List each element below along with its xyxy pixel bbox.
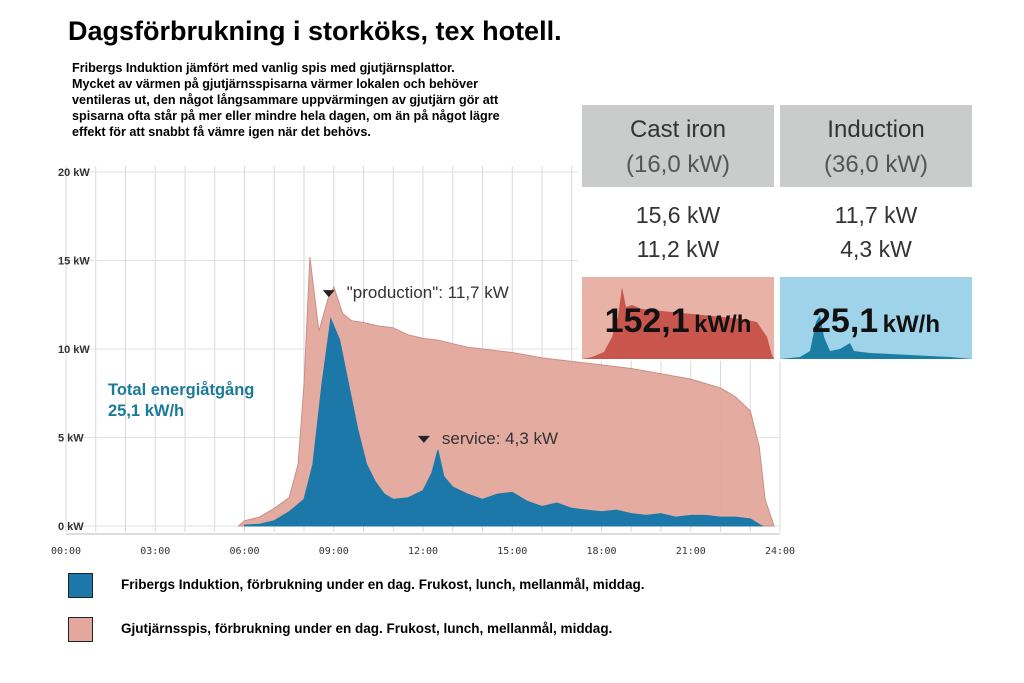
comparison-table: Cast iron (16,0 kW) Induction (36,0 kW) … (578, 105, 976, 361)
cast-iron-mini-chart (582, 277, 774, 359)
induction-header: Induction (36,0 kW) (780, 105, 972, 187)
x-tick-label: 06:00 (229, 546, 259, 557)
intro-line: spisarna ofta står på mer eller mindre h… (72, 109, 500, 123)
total-energy-label: Total energiåtgång 25,1 kW/h (108, 380, 254, 422)
induction-total-unit: kW/h (882, 311, 940, 338)
annotation-marker (417, 435, 430, 443)
intro-line: effekt för att snabbt få vämre igen när … (72, 125, 371, 139)
induction-values: 11,7 kW 4,3 kW (780, 193, 972, 273)
induction-mini-chart (780, 277, 972, 359)
induction-total-value: 25,1 (812, 302, 879, 340)
induction-name: Induction (827, 116, 925, 143)
x-tick-label: 03:00 (140, 546, 170, 557)
cast-iron-total-unit: kW/h (694, 311, 752, 338)
induction-value-service: 4,3 kW (840, 236, 912, 262)
y-tick-label: 15 kW (58, 256, 90, 268)
x-tick-label: 09:00 (319, 546, 349, 557)
intro-text: Fribergs Induktion jämfört med vanlig sp… (72, 60, 567, 140)
cast-iron-name: Cast iron (629, 116, 727, 143)
intro-line: Fribergs Induktion jämfört med vanlig sp… (72, 61, 455, 75)
annotation-label: "production": 11,7 kW (347, 283, 509, 302)
cast-iron-value-service: 11,2 kW (636, 236, 720, 262)
x-tick-label: 15:00 (497, 546, 527, 557)
cast-iron-header: Cast iron (16,0 kW) (582, 105, 774, 187)
annotation-marker (322, 290, 335, 298)
y-tick-label: 5 kW (58, 433, 84, 445)
legend-label-cast-iron: Gjutjärnsspis, förbrukning under en dag.… (121, 621, 613, 636)
chart-annotations: "production": 11,7 kW service: 4,3 kW (322, 283, 558, 448)
x-tick-label: 18:00 (586, 546, 616, 557)
cast-iron-values: 15,6 kW 11,2 kW (582, 193, 774, 273)
induction-value-production: 11,7 kW (834, 202, 918, 228)
legend-swatch-cast-iron (68, 617, 93, 642)
x-tick-label: 21:00 (676, 546, 706, 557)
intro-line: Mycket av värmen på gjutjärnsspisarna vä… (72, 77, 478, 91)
y-tick-label: 0 kW (58, 521, 84, 533)
chart-axes: 0 kW 5 kW 10 kW 15 kW 20 kW 00:00 03:00 06:00 09… (51, 167, 795, 557)
total-energy-title: Total energiåtgång (108, 381, 255, 399)
y-tick-label: 20 kW (58, 167, 90, 179)
chart-series (237, 256, 775, 527)
induction-rating: (36,0 kW) (823, 151, 928, 178)
cast-iron-total-value: 152,1 (604, 302, 690, 340)
series-area-cast-iron (237, 256, 775, 527)
page-title: Dagsförbrukning i storköks, tex hotell. (68, 16, 562, 46)
annotation-label: service: 4,3 kW (442, 429, 558, 448)
intro-line: ventileras ut, den något långsammare upp… (72, 93, 499, 107)
induction-mini-area (780, 315, 972, 359)
x-tick-label: 00:00 (51, 546, 81, 557)
x-tick-label: 12:00 (408, 546, 438, 557)
y-tick-label: 10 kW (58, 344, 90, 356)
cast-iron-value-production: 15,6 kW (635, 202, 721, 228)
cast-iron-rating: (16,0 kW) (625, 151, 730, 178)
total-energy-value: 25,1 kW/h (108, 402, 185, 420)
legend-label-induction: Fribergs Induktion, förbrukning under en… (121, 577, 645, 592)
series-area-induction (244, 317, 764, 527)
induction-total: 25,1 kW/h (780, 277, 972, 359)
cast-iron-total: 152,1 kW/h (582, 277, 774, 359)
x-tick-label: 24:00 (765, 546, 795, 557)
legend-swatch-induction (68, 573, 93, 598)
cast-iron-mini-area (582, 287, 774, 359)
